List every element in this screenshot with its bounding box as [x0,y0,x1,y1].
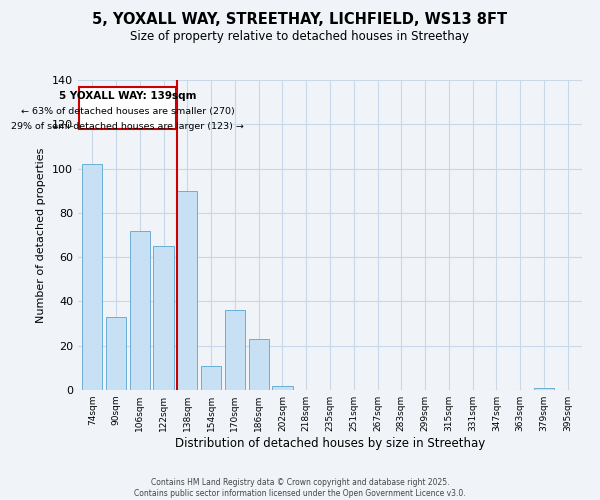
Bar [130,230,150,390]
Text: 5, YOXALL WAY, STREETHAY, LICHFIELD, WS13 8FT: 5, YOXALL WAY, STREETHAY, LICHFIELD, WS1… [92,12,508,28]
Y-axis label: Number of detached properties: Number of detached properties [37,148,46,322]
Text: Contains HM Land Registry data © Crown copyright and database right 2025.
Contai: Contains HM Land Registry data © Crown c… [134,478,466,498]
Bar [225,310,245,390]
Bar [248,339,269,390]
Bar [272,386,293,390]
Text: 29% of semi-detached houses are larger (123) →: 29% of semi-detached houses are larger (… [11,122,244,131]
FancyBboxPatch shape [79,86,176,128]
Bar [177,190,197,390]
Bar [201,366,221,390]
Bar [534,388,554,390]
Bar [82,164,103,390]
Text: Size of property relative to detached houses in Streethay: Size of property relative to detached ho… [131,30,470,43]
Text: 5 YOXALL WAY: 139sqm: 5 YOXALL WAY: 139sqm [59,91,196,101]
Text: ← 63% of detached houses are smaller (270): ← 63% of detached houses are smaller (27… [21,106,235,116]
Bar [106,317,126,390]
X-axis label: Distribution of detached houses by size in Streethay: Distribution of detached houses by size … [175,437,485,450]
Bar [154,246,173,390]
